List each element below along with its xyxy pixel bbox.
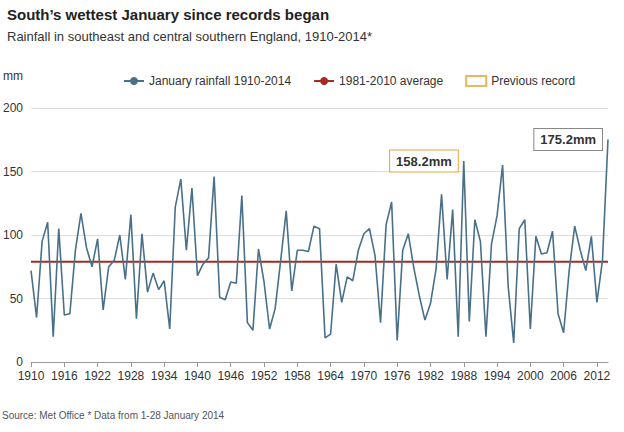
svg-text:South’s wettest January since: South’s wettest January since records be… [7, 6, 329, 23]
svg-text:1994: 1994 [484, 369, 511, 383]
svg-text:2000: 2000 [517, 369, 544, 383]
svg-text:1934: 1934 [151, 369, 178, 383]
svg-text:2012: 2012 [584, 369, 611, 383]
svg-text:1910: 1910 [18, 369, 45, 383]
svg-text:1958: 1958 [284, 369, 311, 383]
svg-text:1952: 1952 [251, 369, 278, 383]
svg-text:1964: 1964 [317, 369, 344, 383]
svg-text:100: 100 [3, 228, 23, 242]
svg-text:1946: 1946 [217, 369, 244, 383]
svg-text:1970: 1970 [351, 369, 378, 383]
svg-text:Rainfall in southeast and cent: Rainfall in southeast and central southe… [7, 29, 372, 44]
svg-text:1940: 1940 [184, 369, 211, 383]
svg-text:50: 50 [10, 292, 24, 306]
svg-text:1928: 1928 [118, 369, 145, 383]
svg-text:mm: mm [3, 69, 23, 83]
svg-text:1981-2010 average: 1981-2010 average [339, 74, 443, 88]
svg-text:0: 0 [16, 355, 23, 369]
svg-text:1916: 1916 [51, 369, 78, 383]
svg-text:1922: 1922 [84, 369, 111, 383]
svg-text:1988: 1988 [450, 369, 477, 383]
svg-text:150: 150 [3, 165, 23, 179]
svg-text:200: 200 [3, 101, 23, 115]
svg-text:158.2mm: 158.2mm [396, 154, 452, 169]
svg-text:2006: 2006 [550, 369, 577, 383]
svg-text:January rainfall 1910-2014: January rainfall 1910-2014 [149, 74, 291, 88]
svg-text:1976: 1976 [384, 369, 411, 383]
svg-text:1982: 1982 [417, 369, 444, 383]
svg-text:175.2mm: 175.2mm [540, 132, 596, 147]
svg-text:Source: Met Office * Data from: Source: Met Office * Data from 1-28 Janu… [2, 410, 225, 421]
svg-text:Previous record: Previous record [491, 74, 575, 88]
